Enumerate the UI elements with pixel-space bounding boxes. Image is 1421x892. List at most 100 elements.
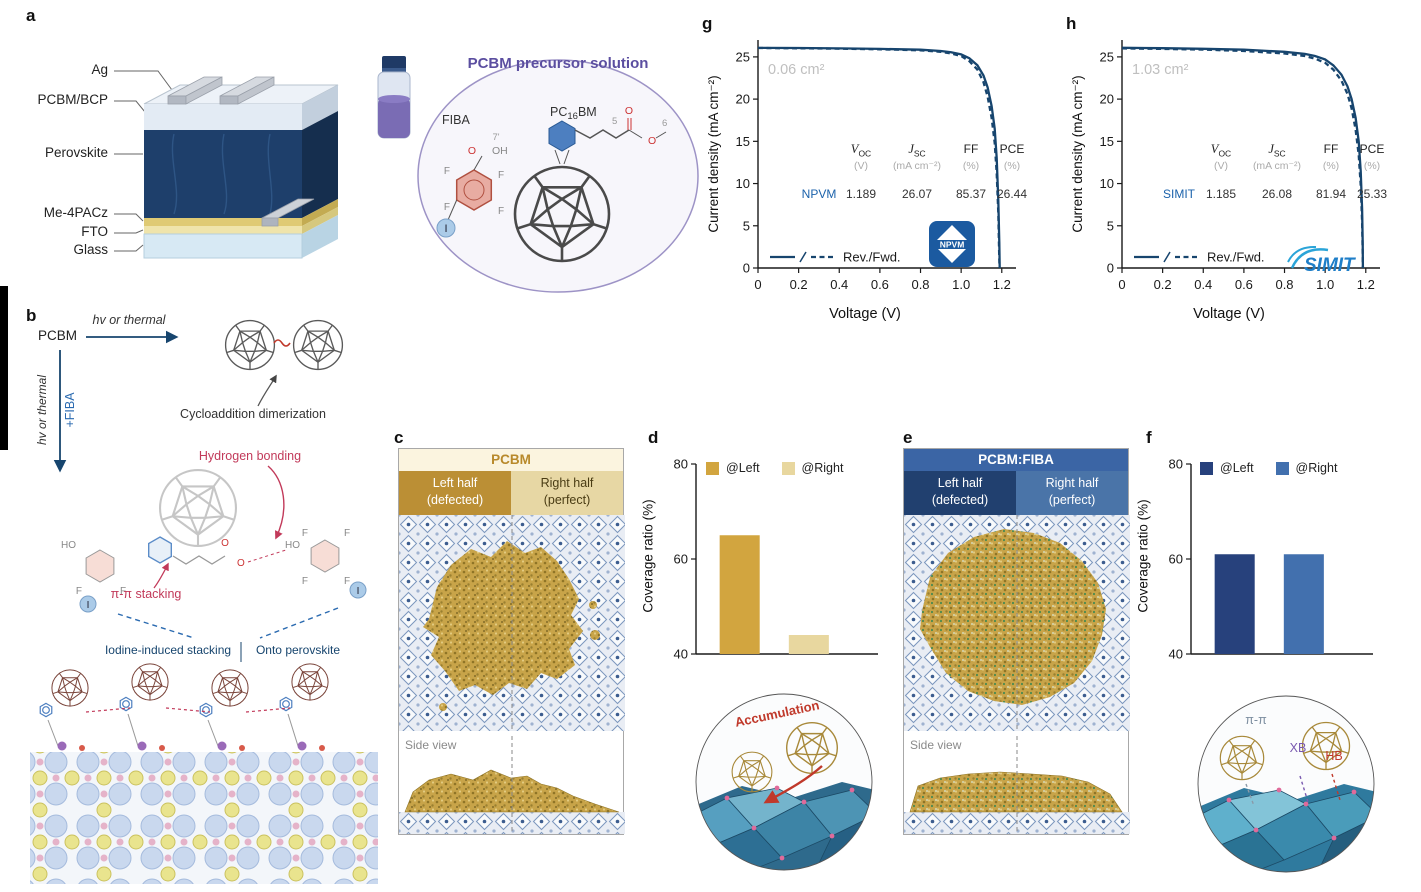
hv-thermal-top: hv or thermal — [93, 313, 167, 327]
bar-@Right — [1283, 554, 1324, 654]
panel-d-inset: Accumulation — [695, 693, 873, 871]
me4pacz-front — [144, 218, 302, 226]
svg-text:F: F — [498, 170, 504, 181]
axis-tick-label: 20 — [1100, 92, 1114, 107]
axis-tick-label: 25 — [1100, 49, 1114, 64]
pcbm-precursor-bubble: PCBM precursor solution FIBA 7' O OH F F… — [417, 55, 699, 293]
pcbm-coverage-blob — [423, 541, 583, 695]
legend-swatch-right — [1275, 461, 1289, 475]
panel-h-xlabel: Voltage (V) — [1193, 306, 1265, 322]
coverage-chart-pcbm-fiba: 40 60 80 — [1169, 457, 1373, 662]
layer-label-pcbm-bcp: PCBM/BCP — [37, 92, 108, 107]
svg-text:O: O — [468, 145, 476, 157]
bottom-contact — [261, 198, 315, 227]
legend-swatch-left — [706, 461, 719, 475]
jv-table-h: VOC JSC FF PCE (V) (mA cm⁻²) (%) (%) SIM… — [1158, 142, 1394, 201]
axis-tick-label: Rev./Fwd. — [1207, 250, 1265, 265]
fiba-molecule: FIBA 7' O OH F F F F I — [436, 113, 508, 238]
svg-text:HO: HO — [285, 540, 300, 551]
svg-text:F: F — [76, 586, 82, 597]
leader-lines — [114, 70, 173, 252]
funnel-left — [117, 613, 195, 639]
xb-bond — [1299, 775, 1309, 803]
hb-bond — [1331, 773, 1341, 801]
solution-title: PCBM precursor solution — [468, 55, 649, 72]
hydrogen-bonding-label: Hydrogen bonding — [199, 449, 301, 463]
axis-tick-label: 80 — [1169, 457, 1183, 472]
panel-g-area-label: 0.06 cm² — [768, 62, 825, 78]
svg-text:O: O — [648, 135, 656, 147]
bar-@Left — [1214, 554, 1255, 654]
panel-c-right-header: Right half (perfect) — [511, 471, 623, 515]
panel-f-legend: @Left @Right — [1200, 461, 1337, 475]
jv-curve-Fwd. — [757, 46, 1001, 269]
layer-label-glass: Glass — [73, 242, 108, 257]
side-mound — [404, 769, 620, 813]
legend-swatch-left — [1200, 461, 1213, 475]
panel-label-h: h — [1066, 14, 1077, 33]
panel-label-c: c — [394, 428, 404, 447]
axis-tick-label: 15 — [1100, 134, 1114, 149]
panel-f-inset: π-π XB HB — [1197, 695, 1375, 873]
axis-tick-label: 20 — [736, 92, 750, 107]
cycloaddition-arrow — [257, 374, 277, 407]
panel-e-title: PCBM:FIBA — [904, 449, 1128, 471]
panel-c-topview — [399, 515, 625, 731]
ester-chain — [172, 555, 226, 565]
grain-lines — [171, 133, 273, 215]
panel-c-sideview — [399, 736, 625, 834]
anchored-fullerenes — [39, 663, 329, 751]
hv-thermal-left: hv or thermal — [35, 375, 49, 445]
svg-text:I: I — [87, 600, 90, 611]
axis-tick-label: 0.8 — [911, 277, 929, 292]
pcbm-fiba-coverage-blob — [920, 529, 1106, 705]
perovskite-side — [302, 111, 338, 218]
pcbm-bcp-front — [144, 104, 302, 130]
panel-c-left-header: Left half (defected) — [399, 471, 511, 515]
svg-text:NPVM: NPVM — [940, 240, 965, 250]
axis-tick-label: 0.6 — [1235, 277, 1253, 292]
dimer-bond — [273, 339, 291, 347]
axis-tick-label: 60 — [1169, 552, 1183, 567]
phenyl-ring — [548, 120, 576, 152]
legend-slash — [799, 251, 807, 263]
bar-@Left — [719, 535, 760, 654]
svg-text:O: O — [221, 538, 229, 549]
svg-text:F: F — [302, 576, 308, 587]
glass-side — [302, 215, 338, 258]
panel-d-legend: @Left @Right — [706, 461, 843, 475]
pcbm-molecule: PC16BM 5 O O 6 — [513, 105, 667, 263]
perovskite-lattice — [30, 752, 378, 884]
svg-text:F: F — [444, 166, 450, 177]
svg-text:6: 6 — [662, 118, 667, 129]
fullerene-gray — [158, 468, 238, 548]
axis-tick-label: 1.0 — [1316, 277, 1334, 292]
axis-tick-label: 25 — [736, 49, 750, 64]
coverage-chart-pcbm: 40 60 80 — [674, 457, 878, 662]
axis-tick-label: 0 — [1118, 277, 1125, 292]
svg-text:7': 7' — [492, 132, 499, 143]
axis-tick-label: 40 — [1169, 647, 1183, 662]
axis-tick-label: 60 — [674, 552, 688, 567]
panel-e-box: PCBM:FIBA Left half (defected) Right half… — [903, 448, 1130, 835]
bar-@Right — [788, 635, 829, 654]
onto-perovskite-label: Onto perovskite — [256, 643, 340, 657]
panel-label-e: e — [903, 428, 913, 447]
hbond-dashes — [247, 549, 287, 563]
phenyl-outline — [147, 536, 173, 564]
surface-atoms — [57, 741, 325, 751]
svg-text:OH: OH — [492, 145, 508, 157]
svg-text:F: F — [120, 586, 126, 597]
fiba-left: HO F F I — [61, 540, 126, 613]
pcbm-bcp-side — [302, 85, 338, 130]
side-mound — [909, 771, 1123, 813]
inset-circle — [1197, 695, 1375, 873]
accumulation-arrow — [763, 765, 823, 804]
svg-text:5: 5 — [612, 116, 617, 127]
surface-iodine-dots — [1226, 787, 1357, 841]
pcbm-label: PCBM — [38, 328, 77, 343]
svg-text:O: O — [237, 558, 245, 569]
svg-text:F: F — [444, 202, 450, 213]
device-name: SIMIT — [1163, 187, 1195, 202]
pi-pi-label: π-π — [1245, 713, 1267, 727]
